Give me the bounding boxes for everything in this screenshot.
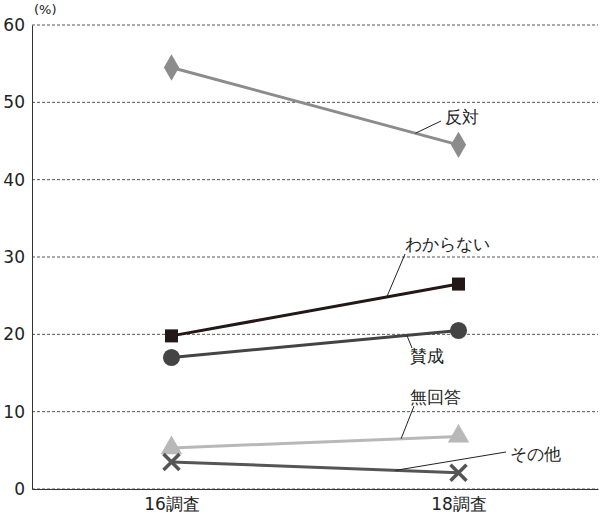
leader-line [401, 406, 414, 439]
y-tick-label: 40 [3, 170, 25, 190]
y-tick-label: 10 [3, 402, 25, 422]
y-tick: 0 [14, 479, 32, 499]
series-label: その他 [510, 444, 561, 464]
chart: 0 10 20 30 40 50 60 16調査 18調査 (%) 反対わからない賛成無回答その他 [0, 0, 600, 519]
x-axis: 16調査 18調査 [33, 489, 599, 514]
grid-line [32, 179, 598, 180]
grid-line [32, 257, 598, 258]
x-axis-line [33, 489, 599, 490]
series-label: わからない [405, 234, 490, 254]
marker [161, 436, 182, 455]
leader-line [415, 121, 441, 133]
y-tick: 30 [3, 247, 32, 267]
y-tick-label: 60 [3, 15, 25, 35]
y-tick: 50 [3, 92, 32, 112]
marker [163, 349, 180, 366]
leader-line [395, 452, 506, 470]
series-label: 反対 [445, 107, 479, 127]
marker [448, 424, 469, 443]
y-tick-label: 20 [3, 324, 25, 344]
marker [451, 465, 467, 481]
series-line [171, 284, 458, 336]
y-tick-label: 0 [14, 479, 25, 499]
y-axis-title: (%) [34, 2, 57, 17]
plot-area [161, 54, 470, 480]
marker [163, 454, 179, 470]
marker [164, 54, 179, 80]
y-tick: 20 [3, 324, 32, 344]
series-label: 無回答 [410, 387, 461, 407]
grid-line [32, 489, 598, 490]
y-tick-label: 30 [3, 247, 25, 267]
marker [165, 329, 178, 342]
leader-line [387, 254, 405, 297]
series-label: 賛成 [410, 346, 444, 366]
y-axis: 0 10 20 30 40 50 60 [3, 15, 32, 499]
y-tick: 60 [3, 15, 32, 35]
y-axis-line [32, 26, 33, 490]
grid-line [32, 25, 598, 26]
marker [450, 322, 467, 339]
series-labels: 反対わからない賛成無回答その他 [387, 107, 561, 470]
series-line [171, 68, 458, 145]
grid-line [32, 411, 598, 412]
grid-line [32, 102, 598, 103]
grid-line [32, 334, 598, 335]
marker [451, 132, 466, 158]
x-tick-label: 16調査 [144, 494, 200, 514]
y-tick: 10 [3, 402, 32, 422]
marker [452, 278, 465, 291]
y-tick: 40 [3, 170, 32, 190]
y-tick-label: 50 [3, 92, 25, 112]
grid [32, 25, 598, 489]
x-tick-label: 18調査 [431, 494, 487, 514]
x-tick: 18調査 [431, 489, 487, 514]
series-line [171, 436, 458, 448]
x-tick: 16調査 [144, 489, 200, 514]
